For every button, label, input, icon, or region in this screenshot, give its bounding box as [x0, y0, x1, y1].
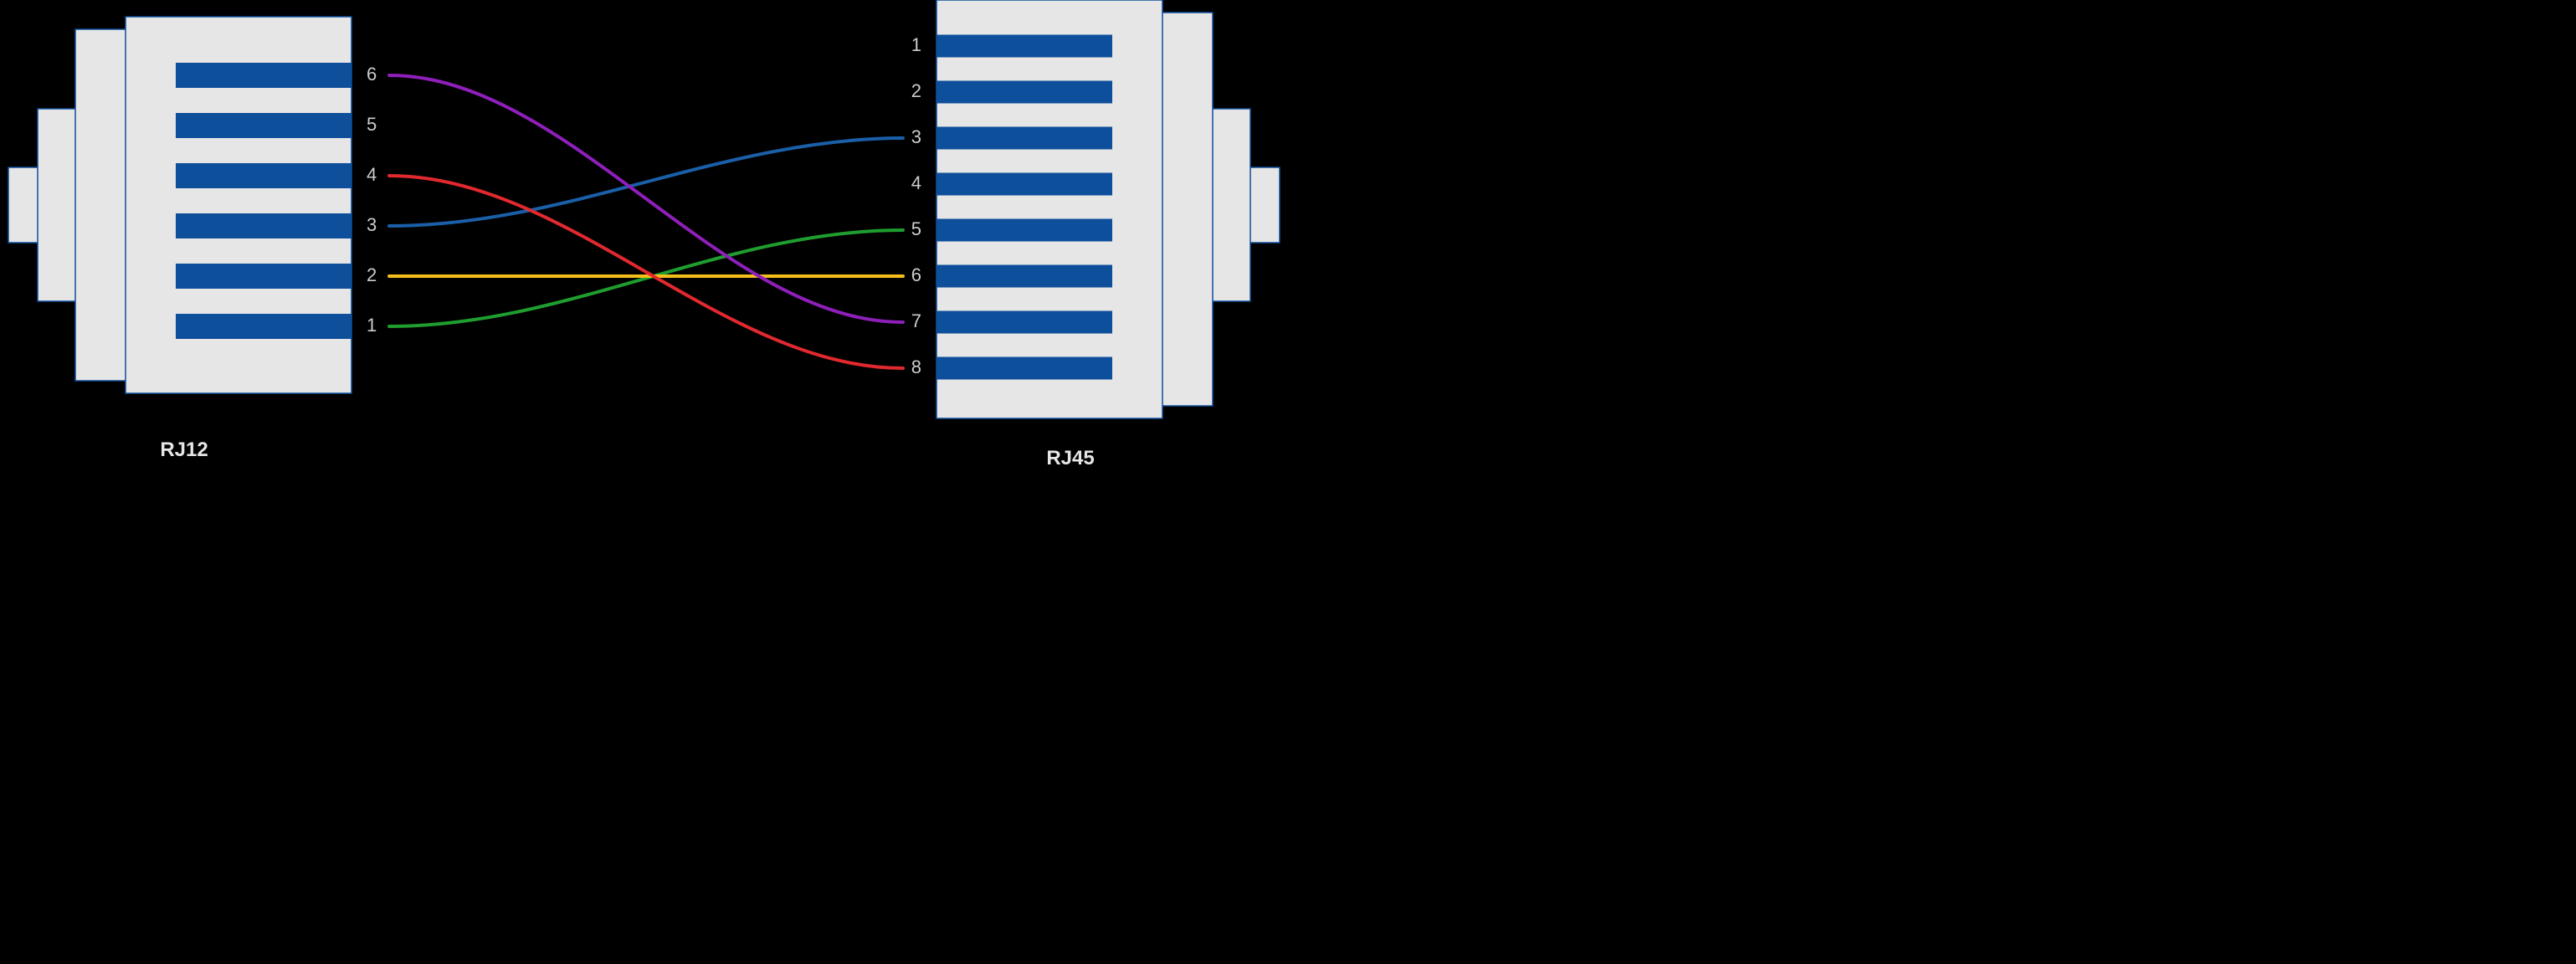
rj45-pin-number: 2: [911, 80, 921, 101]
wire: [389, 75, 903, 322]
wire: [389, 230, 903, 326]
wiring-diagram: 1 2 3 4 5 6 1 2 3 4 5 6 7 8 RJ12 RJ45: [0, 0, 1288, 482]
rj45-pin-number: 1: [911, 34, 921, 55]
wire: [389, 138, 903, 226]
rj12-pin-number: 3: [367, 214, 377, 235]
wire: [389, 176, 903, 368]
wire-group: [389, 75, 903, 368]
rj12-connector: 1 2 3 4 5 6: [8, 17, 377, 393]
left-connector-label: RJ12: [160, 438, 208, 461]
rj45-pin-number: 4: [911, 172, 921, 193]
rj12-pin-number: 4: [367, 164, 377, 185]
rj45-connector: 1 2 3 4 5 6 7 8: [911, 0, 1280, 418]
rj45-pin-number: 6: [911, 264, 921, 285]
rj12-pin-number: 1: [367, 315, 377, 336]
right-connector-label: RJ45: [1046, 447, 1094, 469]
rj12-pin-number: 5: [367, 114, 377, 135]
rj45-pin-number: 5: [911, 218, 921, 239]
rj12-pin-number: 2: [367, 264, 377, 285]
rj45-pin-number: 7: [911, 310, 921, 331]
rj12-pin-number: 6: [367, 64, 377, 85]
rj45-pin-number: 3: [911, 126, 921, 147]
rj45-pin-number: 8: [911, 356, 921, 377]
